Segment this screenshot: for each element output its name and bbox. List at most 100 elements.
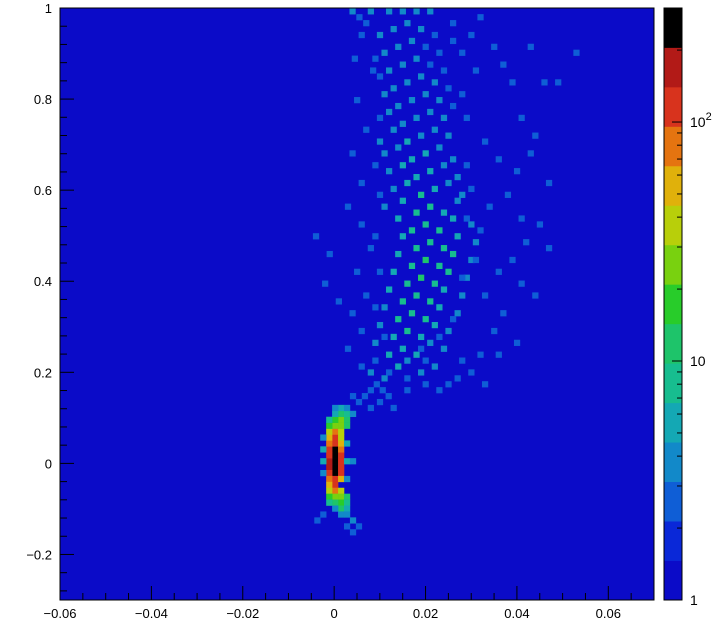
heatmap-cell <box>332 422 339 429</box>
heatmap-cell <box>354 97 361 104</box>
heatmap-cell <box>418 132 425 139</box>
heatmap-cell <box>413 351 420 358</box>
heatmap-cell <box>376 398 384 406</box>
heatmap-cell <box>477 227 484 234</box>
heatmap-cell <box>338 434 345 441</box>
heatmap-cell <box>390 333 397 341</box>
heatmap-cell <box>395 250 402 258</box>
heatmap-cell <box>399 61 406 68</box>
heatmap-cell <box>445 268 452 275</box>
heatmap-cell <box>386 286 393 293</box>
heatmap-cell <box>431 126 438 133</box>
heatmap-cell <box>381 375 388 382</box>
heatmap-cell <box>358 31 365 39</box>
heatmap-cell <box>349 410 357 418</box>
heatmap-cell <box>326 499 333 506</box>
heatmap-cell <box>418 345 425 352</box>
heatmap-cells <box>312 8 580 536</box>
heatmap-cell <box>468 185 475 193</box>
heatmap-cell <box>472 256 480 264</box>
heatmap-cell <box>408 156 416 163</box>
heatmap-cell <box>390 85 397 92</box>
heatmap-cell <box>436 49 443 56</box>
heatmap-cell <box>500 61 507 68</box>
heatmap-cell <box>440 286 448 293</box>
heatmap-cell <box>491 43 498 50</box>
heatmap-cell <box>358 363 365 370</box>
colorbar-segment <box>664 205 682 246</box>
heatmap-cell <box>404 179 411 187</box>
heatmap-cell <box>427 8 434 15</box>
heatmap-cell <box>326 458 333 465</box>
heatmap-cell <box>314 517 321 524</box>
heatmap-cell <box>454 197 461 204</box>
heatmap-cell <box>372 339 379 346</box>
heatmap-cell <box>463 114 470 122</box>
heatmap-cell <box>422 381 429 388</box>
heatmap-cell <box>326 493 333 500</box>
heatmap-cell <box>413 173 420 181</box>
heatmap-cell <box>326 434 333 441</box>
heatmap-cell <box>332 505 339 512</box>
heatmap-cell <box>418 369 425 376</box>
heatmap-cell <box>477 14 484 21</box>
heatmap-cell <box>332 434 339 441</box>
heatmap-cell <box>404 79 411 86</box>
heatmap-cell <box>343 523 351 530</box>
heatmap-cell <box>427 203 434 210</box>
heatmap-cell <box>449 37 457 45</box>
heatmap-cell <box>418 191 425 198</box>
heatmap-cell <box>349 393 357 400</box>
heatmap-cell <box>523 239 530 246</box>
heatmap-cell <box>477 351 484 358</box>
heatmap-cell <box>449 215 457 222</box>
heatmap-cell <box>573 49 580 56</box>
heatmap-cell <box>422 221 429 228</box>
colorbar-segment <box>664 363 682 404</box>
heatmap-cell <box>395 43 402 50</box>
heatmap-cell <box>338 422 345 429</box>
heatmap-cell <box>376 268 384 275</box>
heatmap-cell <box>436 227 443 234</box>
heatmap-cell <box>527 150 534 157</box>
heatmap-cell <box>413 8 420 15</box>
heatmap-cell <box>427 168 434 175</box>
heatmap-cell <box>468 221 475 228</box>
heatmap-cell <box>367 404 374 412</box>
heatmap-cell <box>445 132 452 139</box>
heatmap-cell <box>326 422 333 429</box>
heatmap-cell <box>431 321 438 329</box>
colorbar-segment <box>664 481 682 522</box>
heatmap-cell <box>381 304 388 311</box>
heatmap-cell <box>332 499 339 506</box>
heatmap-cell <box>386 168 393 175</box>
heatmap-cell <box>372 304 379 311</box>
heatmap-cell <box>399 120 406 127</box>
heatmap-cell <box>376 191 384 198</box>
heatmap-cell <box>413 114 420 122</box>
heatmap-cell <box>413 292 420 299</box>
heatmap-cell <box>343 499 351 506</box>
heatmap-cell <box>495 268 502 275</box>
heatmap-cell <box>527 43 534 50</box>
y-tick-label: 0.8 <box>34 92 52 107</box>
plot-background <box>60 8 654 600</box>
heatmap-cell <box>386 369 393 376</box>
heatmap-cell <box>326 452 333 459</box>
heatmap-cell <box>332 493 339 500</box>
heatmap-cell <box>343 404 351 412</box>
heatmap-cell <box>404 280 411 287</box>
heatmap-cell <box>431 280 438 287</box>
heatmap-cell <box>440 209 448 216</box>
heatmap-cell <box>332 458 339 465</box>
heatmap-cell <box>418 73 425 80</box>
heatmap-cell <box>422 150 429 157</box>
colorbar-segment <box>664 402 682 443</box>
heatmap-cell <box>454 233 461 240</box>
heatmap-cell <box>376 114 384 122</box>
heatmap-cell <box>491 327 498 335</box>
heatmap-cell <box>449 250 457 258</box>
colorbar-tick-label: 102 <box>690 111 712 130</box>
heatmap-cell <box>436 144 443 151</box>
heatmap-cell <box>381 91 388 98</box>
